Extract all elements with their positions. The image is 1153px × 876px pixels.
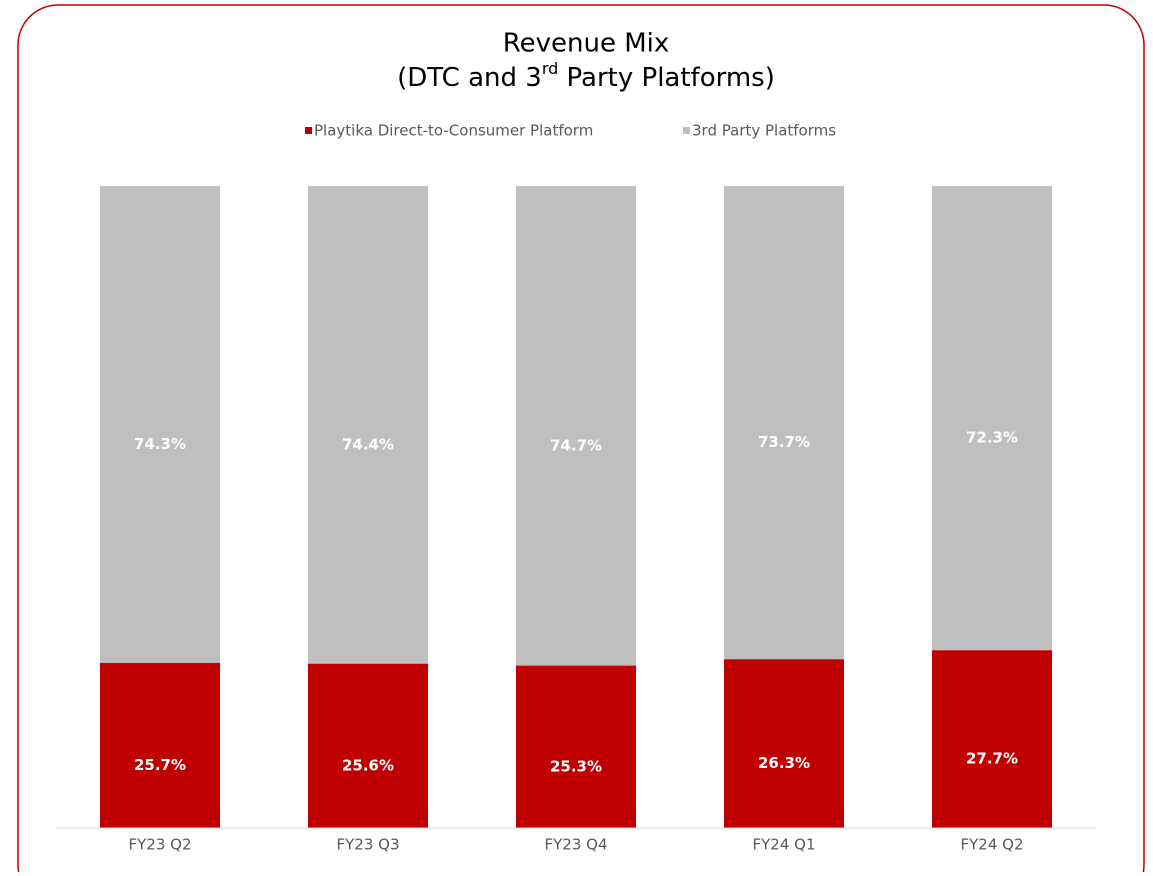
bar-segment	[516, 665, 636, 828]
bar-segment	[100, 663, 220, 828]
bar-segment	[100, 186, 220, 664]
bar-segment	[308, 186, 428, 664]
x-tick-label: FY24 Q2	[961, 836, 1024, 854]
legend-swatch	[683, 127, 690, 134]
x-tick-label: FY24 Q1	[753, 836, 816, 854]
subtitle-superscript: rd	[542, 59, 558, 78]
chart-subtitle: (DTC and 3rd Party Platforms)	[397, 59, 775, 93]
data-label: 73.7%	[758, 433, 810, 451]
legend-label: 3rd Party Platforms	[692, 122, 836, 140]
bar-segment	[308, 663, 428, 828]
data-label: 26.3%	[758, 754, 810, 772]
bar-segment	[516, 186, 636, 666]
data-label: 27.7%	[966, 750, 1018, 768]
chart-title: Revenue Mix	[503, 29, 670, 59]
legend-swatch	[305, 127, 312, 134]
bar-segment	[724, 659, 844, 828]
subtitle-part: Party Platforms)	[558, 63, 775, 93]
data-label: 74.4%	[342, 435, 394, 453]
data-label: 74.3%	[134, 435, 186, 453]
bar-segment	[932, 650, 1052, 828]
bar-segment	[932, 186, 1052, 651]
data-label: 74.7%	[550, 436, 602, 454]
x-tick-label: FY23 Q4	[545, 836, 608, 854]
subtitle-part: (DTC and 3	[397, 63, 542, 93]
data-label: 72.3%	[966, 429, 1018, 447]
data-label: 25.6%	[342, 756, 394, 774]
x-tick-label: FY23 Q2	[129, 836, 192, 854]
legend-label: Playtika Direct-to-Consumer Platform	[314, 122, 593, 140]
x-tick-label: FY23 Q3	[337, 836, 400, 854]
data-label: 25.3%	[550, 757, 602, 775]
bar-segment	[724, 186, 844, 660]
data-label: 25.7%	[134, 756, 186, 774]
